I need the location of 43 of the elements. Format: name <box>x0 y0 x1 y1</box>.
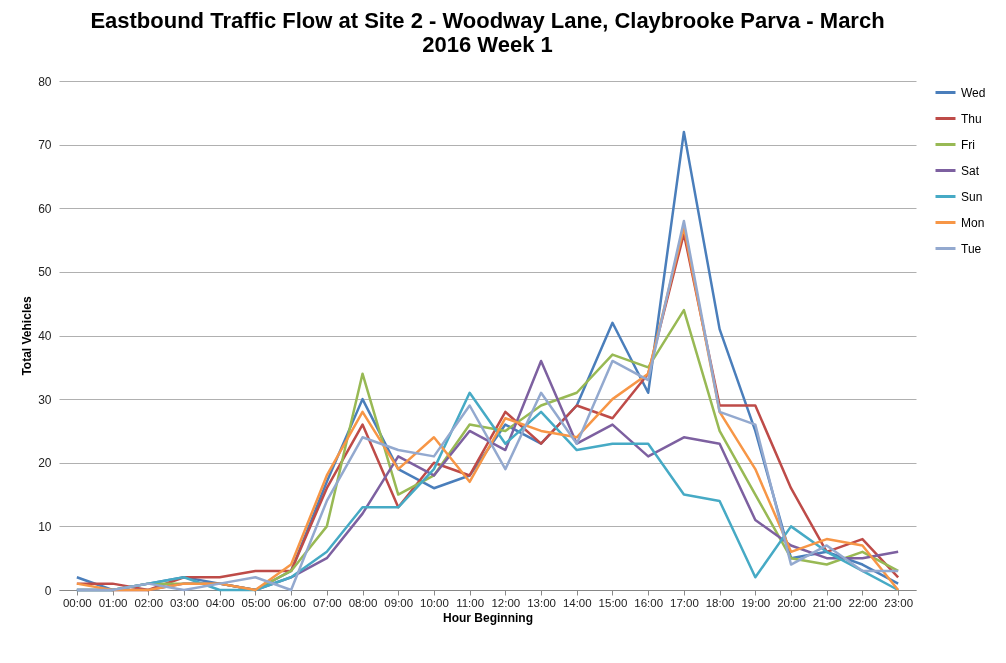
x-tick-label: 10:00 <box>420 596 449 609</box>
chart-title: Eastbound Traffic Flow at Site 2 - Woodway Lane, Claybrooke Parva - March 2016 Week 1 <box>90 8 885 57</box>
y-tick-label: 0 <box>44 583 52 598</box>
x-tick-label: 03:00 <box>170 596 199 609</box>
y-tick-label: 60 <box>38 201 52 216</box>
x-tick-label: 12:00 <box>491 596 521 609</box>
legend-label: Sat <box>961 163 980 178</box>
x-tick-label: 23:00 <box>884 596 914 609</box>
legend-label: Thu <box>961 111 982 126</box>
y-tick-label: 40 <box>38 329 52 343</box>
legend-label: Fri <box>961 137 975 152</box>
y-axis-title: Total Vehicles <box>20 296 35 376</box>
x-tick-label: 09:00 <box>384 596 414 609</box>
x-tick-label: 17:00 <box>670 596 699 609</box>
x-tick-label: 20:00 <box>777 596 806 609</box>
legend-label: Tue <box>961 241 982 256</box>
x-tick-label: 15:00 <box>598 596 628 609</box>
x-tick-label: 21:00 <box>812 596 842 609</box>
y-tick-label: 20 <box>38 456 52 471</box>
y-tick-label: 30 <box>38 392 52 407</box>
legend-label: Mon <box>961 215 985 230</box>
y-tick-label: 70 <box>38 138 52 153</box>
x-tick-label: 14:00 <box>562 596 592 609</box>
y-tick-label: 10 <box>38 519 52 534</box>
x-tick-label: 19:00 <box>741 596 771 609</box>
x-axis-title: Hour Beginning <box>443 611 533 625</box>
x-tick-label: 05:00 <box>241 596 271 609</box>
legend-label: Sun <box>961 189 983 204</box>
x-tick-label: 08:00 <box>348 596 378 609</box>
x-tick-label: 11:00 <box>456 596 485 609</box>
x-tick-label: 06:00 <box>277 596 306 609</box>
x-tick-label: 07:00 <box>312 596 342 609</box>
x-tick-label: 16:00 <box>634 596 664 609</box>
x-tick-label: 18:00 <box>705 596 735 609</box>
x-tick-label: 13:00 <box>527 596 556 609</box>
x-tick-label: 04:00 <box>205 596 235 609</box>
x-tick-label: 00:00 <box>62 596 92 609</box>
legend-label: Wed <box>961 85 986 100</box>
x-tick-label: 22:00 <box>848 596 878 609</box>
x-tick-label: 02:00 <box>134 596 164 609</box>
x-tick-label: 01:00 <box>98 596 128 609</box>
y-tick-label: 50 <box>38 265 52 280</box>
y-tick-label: 80 <box>38 74 52 89</box>
